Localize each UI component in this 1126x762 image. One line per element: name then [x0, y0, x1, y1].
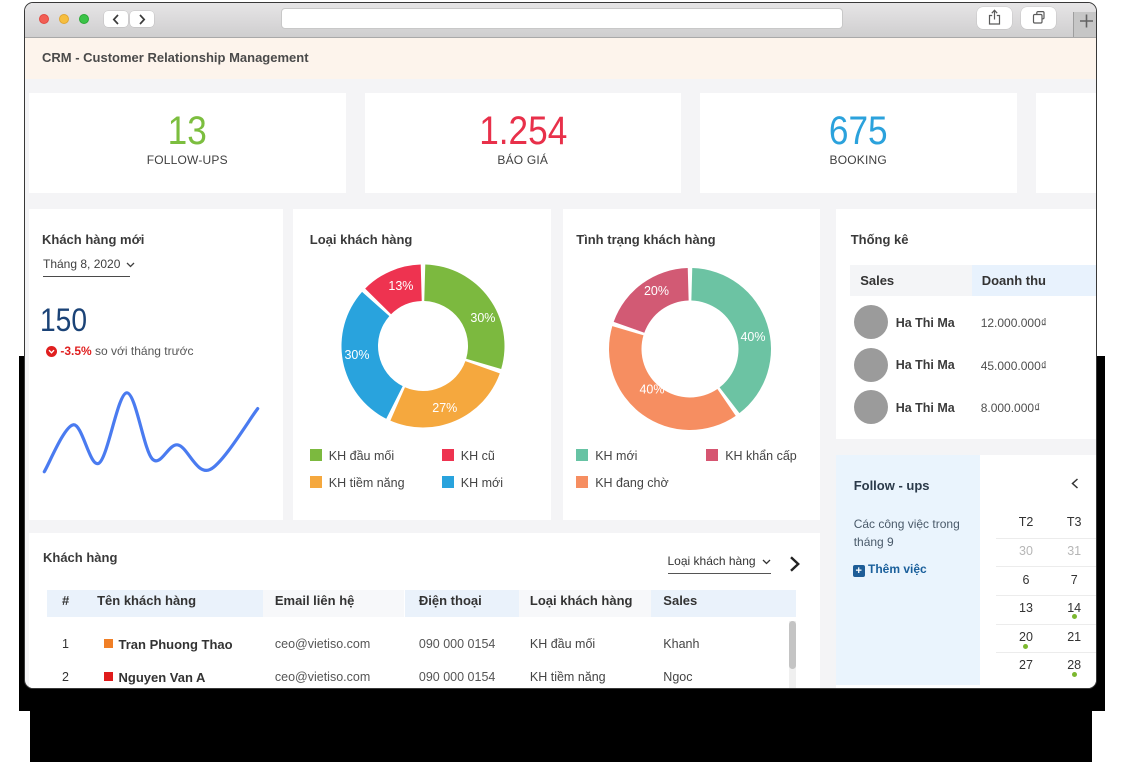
svg-text:13%: 13% [388, 279, 413, 293]
svg-text:30%: 30% [470, 311, 495, 325]
svg-text:40%: 40% [639, 383, 664, 397]
svg-text:30%: 30% [344, 348, 369, 362]
svg-text:40%: 40% [740, 330, 765, 344]
svg-text:20%: 20% [644, 284, 669, 298]
svg-text:27%: 27% [432, 401, 457, 415]
